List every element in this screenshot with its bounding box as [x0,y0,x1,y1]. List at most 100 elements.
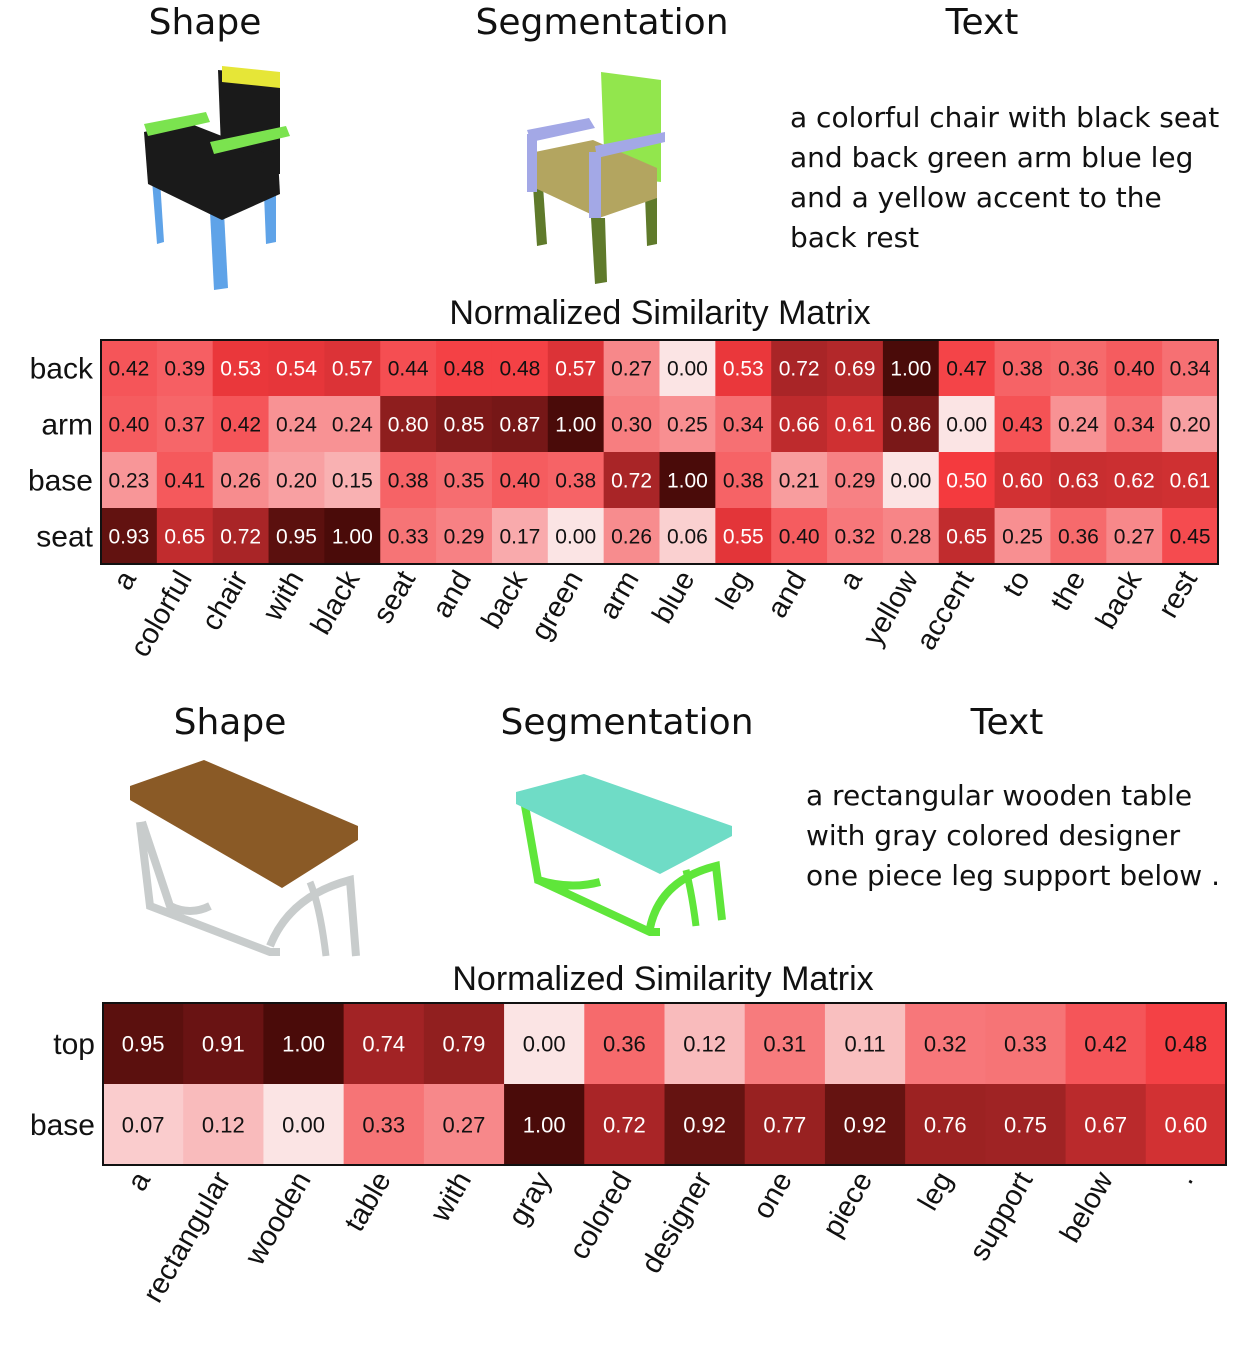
heatmap-cell [380,452,437,509]
heatmap-cell [436,340,493,397]
caption-2: a rectangular wooden table with gray col… [806,776,1220,896]
heatmap-cell [1106,508,1163,565]
heatmap-cell [1145,1003,1227,1085]
heatmap-cell [827,508,884,565]
heatmap-cell [324,340,381,397]
heatmap-cell-value: 0.72 [603,1112,646,1137]
heatmap-frame [102,1002,1227,1166]
heatmap-cell [324,452,381,509]
heatmap-cell [659,452,716,509]
heatmap-cell-value: 0.69 [835,358,876,381]
heatmap-cell [103,1003,184,1085]
heatmap-column-label: with [257,566,311,628]
heatmap-frame [100,339,1219,565]
heatmap-cell-value: 0.33 [362,1112,405,1137]
heatmap-cell-value: 0.54 [276,358,317,381]
heatmap-cell-value: 0.80 [388,414,429,437]
heatmap-cell-value: 0.47 [946,358,987,381]
heatmap-cell [744,1084,826,1166]
heatmap-cell-value: 0.12 [202,1112,245,1137]
heatmap-cell [994,396,1051,453]
heatmap-cell-value: 0.43 [1002,414,1043,437]
heatmap-cell [824,1084,906,1166]
matrix-title-2: Normalized Similarity Matrix [452,960,874,998]
heatmap-cell-value: 0.36 [1058,358,1099,381]
heatmap-cell-value: 0.25 [1002,526,1043,549]
heatmap-cell-value: 0.34 [1114,414,1155,437]
heatmap-cell-value: 0.76 [924,1112,967,1137]
heatmap-cell [664,1084,746,1166]
heatmap-cell-value: 0.63 [1058,470,1099,493]
heatmap-column-label: black [305,565,367,640]
heatmap-cell [715,340,772,397]
heatmap-cell [1065,1003,1147,1085]
heatmap-cell [491,340,549,397]
segmentation-header-2: Segmentation [500,702,754,743]
heatmap-cell [1050,340,1107,397]
heatmap-cell-value: 0.34 [1170,358,1211,381]
heatmap-cell [659,508,716,565]
heatmap-cell-value: 0.72 [779,358,820,381]
heatmap-cell [771,508,828,565]
heatmap-cell-value: 0.60 [1002,470,1043,493]
heatmap-cell [827,452,884,509]
heatmap-row-label: base [30,1109,95,1142]
heatmap-cell-value: 0.85 [444,414,485,437]
heatmap-column-label: the [1045,566,1093,617]
heatmap-cell [212,452,270,509]
heatmap-cell [985,1084,1067,1166]
heatmap-cell [1050,452,1107,509]
heatmap-cell [603,452,660,509]
heatmap-row-label: base [28,465,93,498]
heatmap-cell-value: 0.87 [499,414,540,437]
heatmap-cell-value: 1.00 [667,470,708,493]
heatmap-cell-value: 0.28 [890,526,931,549]
heatmap-cell [436,508,493,565]
heatmap-cell [994,508,1051,565]
heatmap-cell [1162,508,1219,565]
heatmap-cell-value: 0.12 [683,1031,726,1056]
heatmap-column-label: colored [563,1167,638,1265]
heatmap-cell [1162,340,1219,397]
caption-1-line: and a yellow accent to the [790,181,1162,214]
heatmap-cell-value: 0.72 [611,470,652,493]
heatmap-cell-value: 0.42 [108,358,149,381]
heatmap-cell-value: 0.48 [499,358,540,381]
heatmap-cell [882,452,940,509]
caption-2-line: with gray colored designer [806,819,1181,852]
heatmap-column-label: a [833,565,869,596]
heatmap-cell [603,396,660,453]
heatmap-cell [994,452,1051,509]
heatmap-cell [824,1003,906,1085]
heatmap-cell-value: 0.40 [499,470,540,493]
heatmap-cell [771,396,828,453]
heatmap-cell-value: 0.26 [220,470,261,493]
heatmap-cell-value: 0.31 [763,1031,806,1056]
heatmap-cell-value: 1.00 [890,358,931,381]
heatmap-cell-value: 0.55 [723,526,764,549]
heatmap-column-label: gray [502,1166,558,1231]
caption-1-line: and back green arm blue leg [790,141,1194,174]
heatmap-cell [1162,452,1219,509]
heatmap-cell [938,396,996,453]
heatmap-cell [504,1084,585,1166]
heatmap-column-label: with [424,1167,478,1229]
heatmap-cell [882,340,940,397]
heatmap-cell [212,396,270,453]
heatmap-cell-value: 0.38 [555,470,596,493]
heatmap-cell-value: 0.44 [388,358,429,381]
heatmap-cell [1050,396,1107,453]
heatmap-cell-value: 0.61 [835,414,876,437]
heatmap-column-label: back [476,565,535,634]
heatmap-cell-value: 0.57 [555,358,596,381]
heatmap-column-label: arm [593,566,646,625]
heatmap-cell [994,340,1051,397]
heatmap-cell-value: 0.57 [332,358,373,381]
heatmap-cell-value: 0.67 [1084,1112,1127,1137]
heatmap-column-label: and [761,566,813,624]
heatmap-cell-value: 0.24 [276,414,317,437]
heatmap-cell-value: 0.00 [890,470,931,493]
heatmap-cell-value: 0.39 [164,358,205,381]
text-header-1: Text [945,2,1019,43]
heatmap-cell-value: 0.20 [276,470,317,493]
